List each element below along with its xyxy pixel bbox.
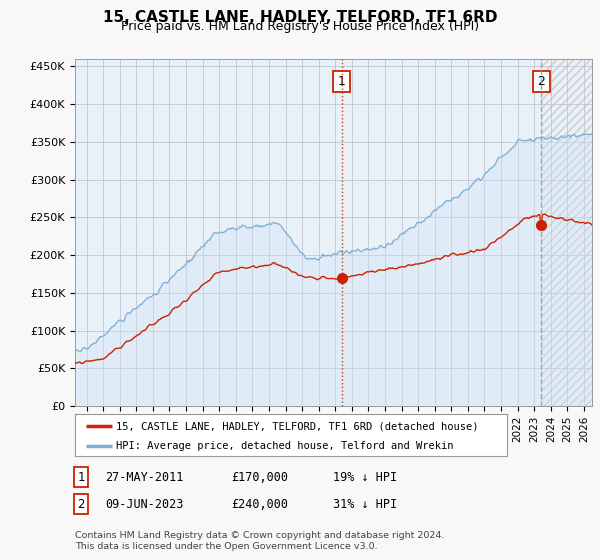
Text: £170,000: £170,000 xyxy=(231,470,288,484)
Text: This data is licensed under the Open Government Licence v3.0.: This data is licensed under the Open Gov… xyxy=(75,542,377,551)
Text: 2: 2 xyxy=(77,497,85,511)
Text: 1: 1 xyxy=(77,470,85,484)
Text: Price paid vs. HM Land Registry's House Price Index (HPI): Price paid vs. HM Land Registry's House … xyxy=(121,20,479,33)
Text: £240,000: £240,000 xyxy=(231,497,288,511)
Text: 15, CASTLE LANE, HADLEY, TELFORD, TF1 6RD: 15, CASTLE LANE, HADLEY, TELFORD, TF1 6R… xyxy=(103,10,497,25)
Text: 09-JUN-2023: 09-JUN-2023 xyxy=(105,497,184,511)
Text: 27-MAY-2011: 27-MAY-2011 xyxy=(105,470,184,484)
Text: 1: 1 xyxy=(338,75,346,88)
Text: 2: 2 xyxy=(538,75,545,88)
Text: HPI: Average price, detached house, Telford and Wrekin: HPI: Average price, detached house, Telf… xyxy=(116,441,454,451)
Text: Contains HM Land Registry data © Crown copyright and database right 2024.: Contains HM Land Registry data © Crown c… xyxy=(75,531,445,540)
Text: 15, CASTLE LANE, HADLEY, TELFORD, TF1 6RD (detached house): 15, CASTLE LANE, HADLEY, TELFORD, TF1 6R… xyxy=(116,421,479,431)
Text: 31% ↓ HPI: 31% ↓ HPI xyxy=(333,497,397,511)
Text: 19% ↓ HPI: 19% ↓ HPI xyxy=(333,470,397,484)
